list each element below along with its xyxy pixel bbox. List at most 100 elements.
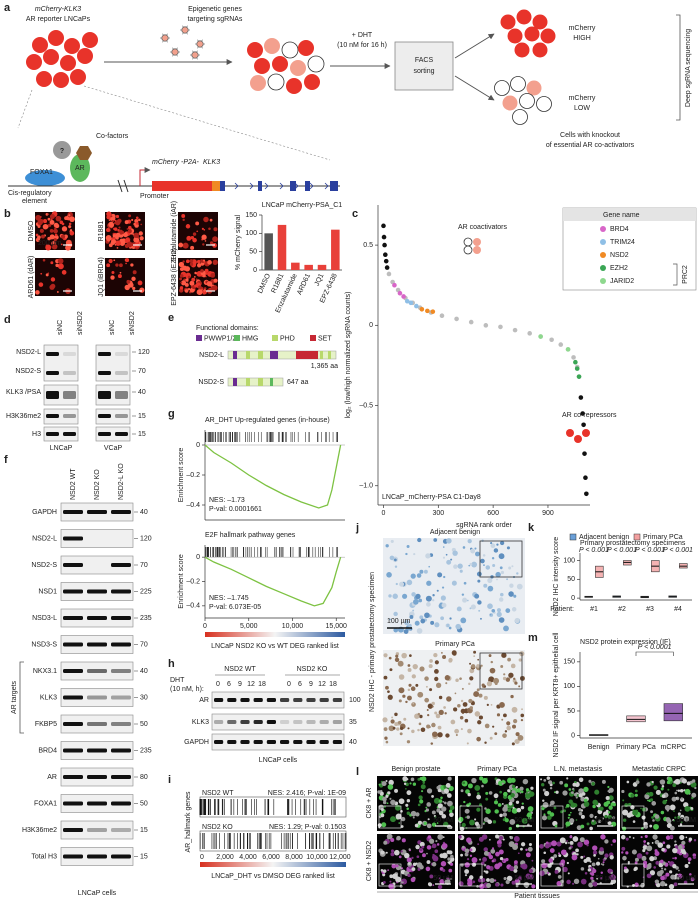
cell (446, 793, 452, 798)
cell (190, 245, 195, 250)
cell (412, 609, 415, 612)
cell (60, 234, 66, 239)
cell (481, 683, 485, 687)
cell (445, 682, 448, 685)
cell (390, 799, 396, 806)
bar (277, 224, 287, 270)
cell (495, 882, 499, 887)
cell (666, 780, 671, 785)
shape (63, 642, 83, 647)
shape (63, 536, 83, 541)
cell (541, 807, 545, 811)
label: 10,000 (306, 854, 328, 861)
cell (577, 808, 582, 812)
cell (547, 815, 552, 820)
cell (493, 793, 499, 799)
cell (513, 719, 518, 724)
label: JQ1 (iBRD4) (98, 257, 105, 297)
cell (397, 660, 404, 667)
cell (497, 608, 501, 613)
cell (677, 869, 680, 872)
cell (483, 863, 487, 867)
cell (560, 849, 567, 856)
cell (489, 736, 493, 740)
label: 235 (140, 615, 152, 622)
cell (489, 878, 495, 884)
cell (380, 813, 385, 818)
label: mCherry (569, 25, 596, 32)
x-axis-label: sgRNA rank order (456, 522, 512, 529)
cell (655, 860, 660, 865)
shape (87, 669, 107, 673)
shape (319, 698, 329, 702)
cell (546, 776, 551, 780)
cell (506, 546, 510, 550)
cell (395, 582, 398, 586)
cell (634, 789, 638, 793)
cell (491, 847, 495, 850)
label: FACS (415, 57, 434, 64)
cell (504, 818, 509, 823)
cell (444, 675, 450, 681)
cell (390, 816, 396, 823)
cell (571, 854, 578, 861)
cell (643, 840, 647, 843)
cell (419, 569, 424, 574)
cell (583, 855, 586, 858)
cell (485, 808, 491, 814)
annotation: P-val: 0.0001661 (209, 506, 262, 513)
cell (42, 258, 46, 262)
label: FKBP5 (35, 721, 57, 728)
cell (600, 863, 603, 865)
cell (436, 589, 439, 592)
legend-swatch (569, 533, 577, 541)
cell (518, 685, 521, 688)
cell (35, 290, 40, 295)
cell (422, 853, 426, 858)
shape (306, 740, 316, 744)
foxa1 (25, 170, 65, 186)
label: Cis-regulatory (8, 190, 52, 197)
cell (486, 883, 492, 888)
x-tick-label: ARD61 (296, 273, 312, 297)
cell (426, 602, 431, 607)
cell (557, 852, 561, 855)
label: mCherry (569, 95, 596, 102)
cell (464, 869, 470, 874)
cell (609, 874, 615, 881)
cell (387, 784, 394, 790)
y-tick-label: 50 (567, 576, 575, 583)
legend-swatch (310, 335, 316, 341)
cell (655, 789, 661, 795)
cell (610, 844, 613, 846)
cell (395, 813, 402, 820)
cell (118, 226, 121, 229)
cell (481, 784, 484, 788)
cell (398, 822, 401, 824)
cell (560, 810, 564, 814)
cell (662, 841, 666, 845)
cell (507, 657, 511, 662)
cell (425, 553, 431, 559)
cell (608, 805, 613, 810)
cell (502, 95, 518, 111)
x-tick-label: #2 (618, 606, 626, 613)
cell (646, 842, 650, 845)
cell (505, 608, 511, 613)
label: 18 (329, 681, 337, 688)
cell (579, 837, 585, 843)
cell (501, 802, 504, 805)
shape (199, 796, 347, 818)
label: NSD2-S (31, 562, 57, 569)
cell (419, 864, 424, 870)
cell (421, 845, 425, 849)
panel-label: f (4, 454, 8, 466)
cell (610, 802, 615, 806)
shape (87, 510, 107, 514)
cell (35, 214, 42, 221)
cell (690, 877, 695, 882)
cell (680, 797, 684, 800)
x-tick-label: #3 (646, 606, 654, 613)
cell (415, 683, 419, 687)
legend-label: BRD4 (610, 226, 629, 233)
